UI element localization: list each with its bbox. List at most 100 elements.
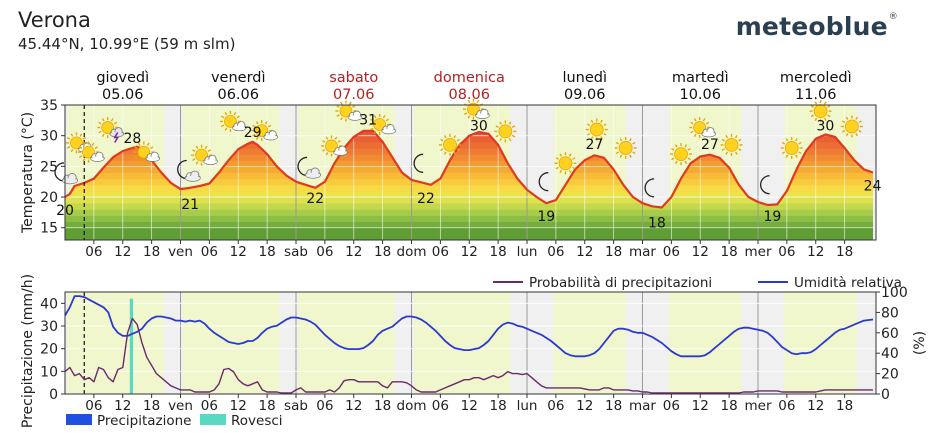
sun-ray [785, 154, 789, 158]
temp-axis-label: Temperatura (°C) [20, 112, 36, 234]
temperature-chart: 2028212922312230192718271930241520253035… [20, 98, 882, 260]
sun-icon [720, 133, 743, 156]
sun-cloud-icon [133, 141, 161, 163]
sun-ray [70, 133, 74, 137]
sun-ray [586, 123, 591, 127]
temp-xtick-label: 06 [663, 244, 680, 260]
percent-ytick-label: 60 [881, 326, 899, 342]
temp-xtick-label: mer [744, 244, 771, 260]
sun-ray [827, 105, 831, 108]
sun-ray [456, 138, 460, 142]
precip-xtick-label: 06 [547, 398, 564, 414]
sun-ray [385, 118, 390, 122]
percent-axis-label: (%) [912, 331, 928, 355]
sun-ray [255, 121, 259, 125]
temp-xtick-label: 12 [807, 244, 824, 260]
temp-xtick-label: 06 [85, 244, 102, 260]
sun-ray [495, 125, 499, 128]
sun-ray [572, 157, 576, 160]
sun-ray [725, 151, 729, 155]
cloud-fill [334, 150, 347, 155]
sun-ray [823, 117, 827, 122]
sun-disc [674, 147, 688, 161]
sun-ray [373, 130, 377, 134]
sun-ray [511, 125, 516, 128]
precipitation-chart: 0 10 20 30 40 0 20 40 60 80 100 Precipitazione (mm/… [20, 274, 928, 428]
percent-ytick-label: 20 [881, 367, 899, 383]
temp-xtick-label: dom [397, 244, 427, 260]
precip-xtick-label: 18 [721, 398, 738, 414]
sun-icon [840, 115, 863, 138]
temp-xtick-label: 06 [316, 244, 333, 260]
sun-disc [498, 124, 513, 139]
temp-xtick-label: 18 [374, 244, 391, 260]
sun-ray [559, 153, 563, 157]
temperature-panel-background [65, 104, 876, 240]
sun-icon [670, 143, 692, 166]
sun-storm-icon [97, 117, 124, 143]
precip-ytick-label: 40 [40, 296, 58, 312]
temp-xtick-label: 06 [201, 244, 218, 260]
day-date: 06.06 [217, 87, 259, 103]
temp-xtick-label: 18 [721, 244, 738, 260]
sun-ray [82, 142, 86, 146]
precip-xtick-label: mer [744, 398, 771, 414]
precip-ytick-label: 10 [40, 364, 58, 380]
legend-label: Umidità relativa [794, 275, 902, 291]
precip-xtick-label: 06 [663, 398, 680, 414]
precip-xtick-label: 12 [576, 398, 593, 414]
temp-xtick-label: 12 [230, 244, 247, 260]
sun-ray [337, 140, 341, 143]
sun-ray [841, 120, 846, 124]
sun-ray [687, 147, 691, 151]
sun-ray [795, 138, 798, 142]
sun-ray [476, 99, 480, 103]
sun-disc [467, 102, 480, 116]
temp-xtick-label: 06 [778, 244, 795, 260]
sun-ray [687, 157, 691, 161]
sun-ray [600, 119, 603, 123]
precip-xtick-label: 06 [85, 398, 102, 414]
sun-ray [98, 130, 102, 134]
legends: Probabilità di precipitazioni Umidità rel… [66, 275, 902, 429]
sun-ray [568, 169, 572, 174]
temperature-label: 29 [244, 125, 262, 141]
day-name: mercoledì [780, 70, 852, 86]
sun-ray [705, 121, 710, 125]
temp-xtick-label: 06 [432, 244, 449, 260]
precip-xtick-label: 12 [114, 398, 131, 414]
sun-ray [325, 152, 329, 156]
sun-ray [443, 151, 447, 155]
precip-xtick-label: 18 [490, 398, 507, 414]
sun-ray [615, 151, 620, 155]
sun-ray [781, 141, 786, 145]
day-date: 11.06 [795, 87, 837, 103]
sun-ray [702, 118, 706, 122]
precip-xtick-label: 18 [259, 398, 276, 414]
showers-bar [129, 298, 134, 394]
sun-ray [555, 157, 559, 160]
sun-ray [738, 148, 742, 151]
brand-logo[interactable]: meteoblue® [736, 12, 898, 41]
sun-ray [336, 105, 340, 108]
sun-ray [382, 115, 386, 119]
sun-ray [220, 115, 225, 119]
precip-xtick-label: 12 [807, 398, 824, 414]
sun-ray [373, 115, 377, 119]
sun-ray [91, 142, 95, 146]
temperature-label: 30 [470, 119, 488, 135]
precip-probability-line [64, 317, 873, 394]
day-name: lunedì [562, 70, 607, 86]
moon-cloud-icon [297, 156, 322, 179]
temp-xtick-label: lun [517, 244, 538, 260]
sun-disc [137, 145, 151, 159]
cloud-fill [702, 132, 715, 137]
sun-ray [440, 138, 444, 142]
sun-ray [322, 140, 326, 143]
sun-ray [499, 137, 502, 142]
sun-ray [693, 118, 697, 122]
daylight-band [298, 292, 395, 394]
temperature-label: 22 [417, 191, 435, 207]
temp-xtick-label: ven [168, 244, 193, 260]
